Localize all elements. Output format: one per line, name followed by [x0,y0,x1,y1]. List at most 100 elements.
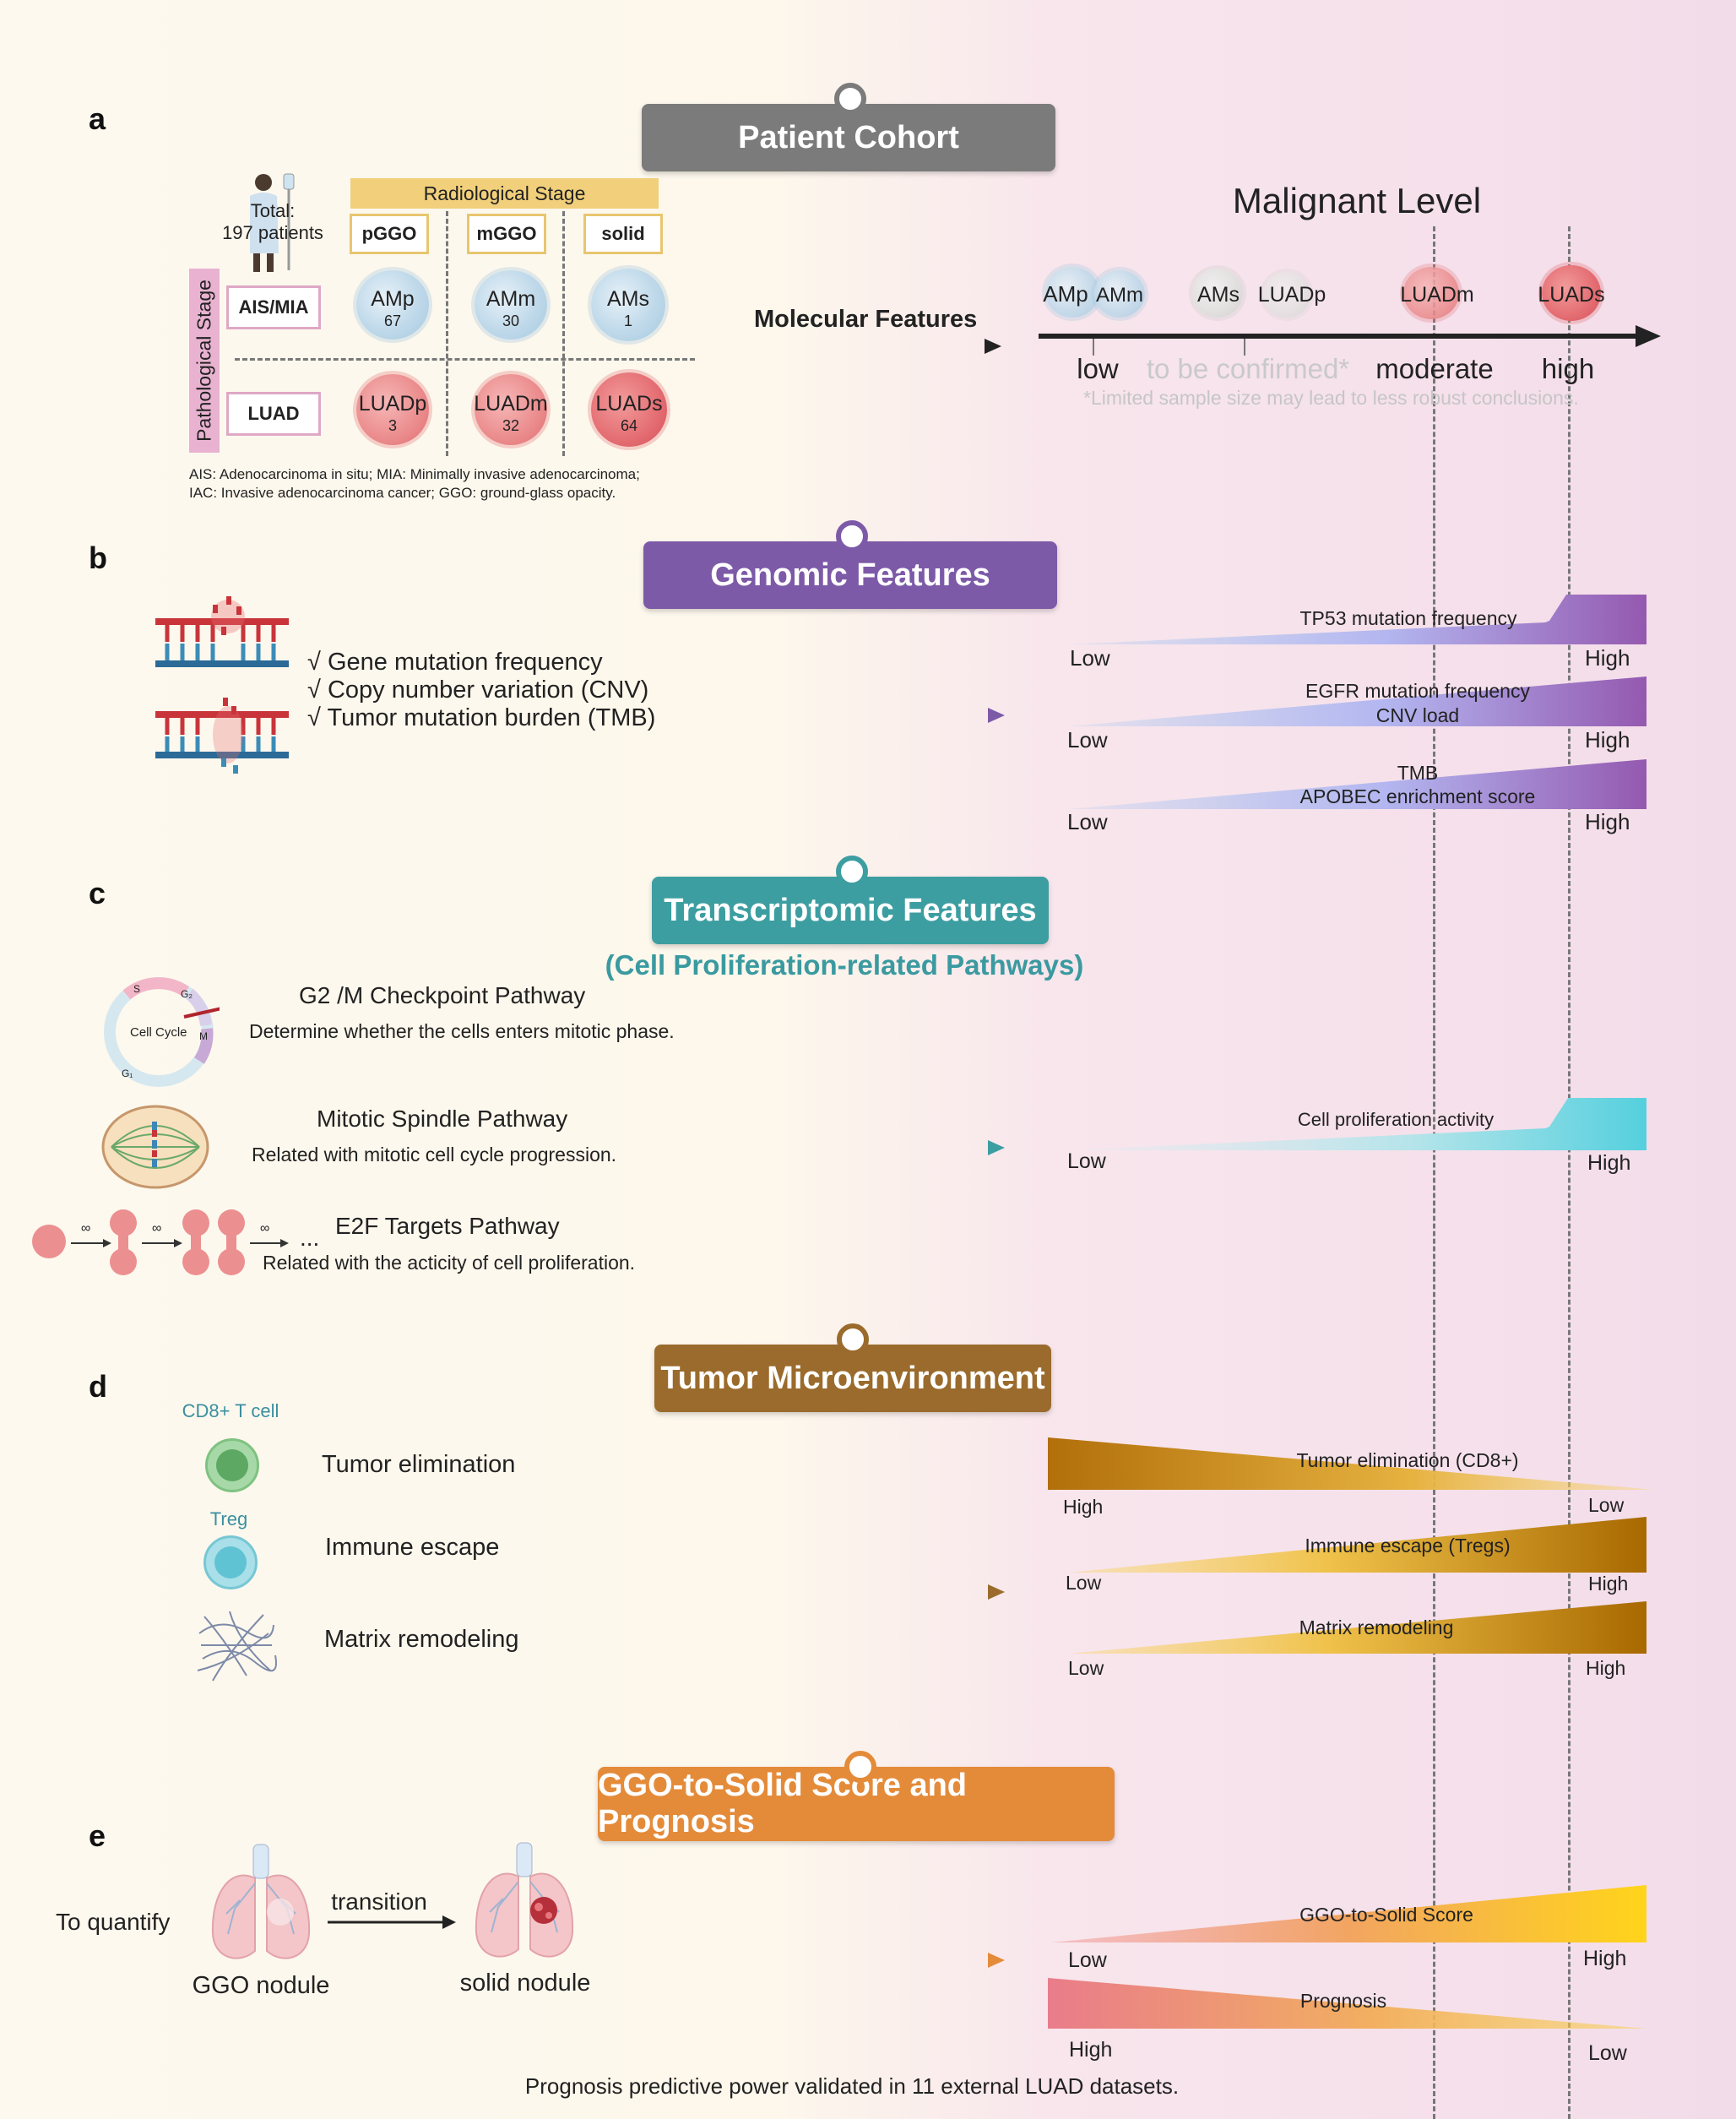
panel-label-b: b [89,541,107,575]
scale-luads-cell [1542,265,1601,321]
spindle-pathway-name: Mitotic Spindle Pathway [317,1106,568,1132]
matrix-fibers-icon [197,1611,277,1682]
tp53-low: Low [1070,645,1110,671]
pathological-stage-label: Pathological Stage [193,280,215,442]
amm-cell [475,270,547,340]
tp53-high: High [1585,645,1630,671]
total-patients: 197 patients [222,222,323,243]
tp53-label: TP53 mutation frequency [1299,607,1517,629]
matrix-remodeling-label: Matrix remodeling [1299,1616,1454,1638]
tumor-elimination-right: Low [1588,1494,1625,1516]
tme-trend-bars [1048,1437,1655,1654]
luads-cell [591,372,667,447]
immune-escape-bar [1068,1517,1646,1573]
scale-ams: AMs [1197,283,1240,307]
tmb-low: Low [1067,809,1108,834]
grid-divider-horizontal [235,358,695,361]
molecular-features-arrow [701,339,1001,354]
tmb-high: High [1585,809,1630,834]
proliferation-label: Cell proliferation activity [1297,1109,1495,1130]
amp-label: AMp [371,287,415,311]
genomic-item-2: √ Copy number variation (CNV) [307,676,649,704]
malignant-level-axis [1039,325,1661,347]
matrix-remodeling-left: Low [1068,1657,1104,1679]
luadp-count: 3 [388,417,398,434]
egfr-high: High [1585,727,1630,753]
scale-amm-cell [1094,270,1145,318]
luads-label: LUADs [595,392,663,416]
tp53-bar [1068,595,1646,644]
column-solid: solid [583,214,663,254]
validation-footnote: Prognosis predictive power validated in … [524,2073,1180,2099]
transcriptomic-features-title: Transcriptomic Features [664,892,1037,928]
loop-symbol-1: ∞ [81,1221,91,1236]
patient-icon [250,173,295,272]
genomic-features-title: Genomic Features [710,557,990,593]
cell-division-chain-icon [32,1209,289,1275]
tumor-elimination-text: Tumor elimination [322,1451,516,1478]
tmb-label: TMB [1397,762,1439,784]
amp-count: 67 [383,312,402,329]
transcriptomic-features-banner: Transcriptomic Features [652,877,1049,944]
level-low: low [1077,353,1119,384]
scale-luadm: LUADm [1400,283,1474,307]
prognosis-high: High [1069,2038,1113,2062]
tumor-elimination-label: Tumor elimination (CD8+) [1296,1449,1519,1471]
matrix-remodeling-bar [1068,1601,1646,1654]
level-moderate: moderate [1375,353,1494,384]
tme-arrow [692,1584,1005,1600]
cell-cycle-label: Cell Cycle [130,1025,187,1040]
to-quantify-text: To quantify [56,1909,171,1935]
genomic-features-banner: Genomic Features [643,541,1057,609]
egfr-cnv-bar [1068,676,1646,726]
luadm-label: LUADm [474,392,548,416]
e2f-pathway-desc: Related with the acticity of cell prolif… [263,1252,636,1274]
ams-label: AMs [607,287,649,311]
ams-count: 1 [623,312,633,329]
row-ais-mia: AIS/MIA [226,285,321,329]
ggo-to-solid-title: GGO-to-Solid Score and Prognosis [598,1768,968,1839]
tumor-microenvironment-title: Tumor Microenvironment [660,1360,1045,1396]
genomic-trend-bars [1068,595,1646,809]
ggo-nodule-label: GGO nodule [192,1972,330,1999]
scale-ams-cell [1192,269,1243,318]
ggo-score-high: High [1583,1947,1627,1970]
level-to-be-confirmed: to be confirmed* [1146,353,1350,384]
cell-cycle-icon [104,977,220,1087]
scale-luadp: LUADp [1257,283,1326,307]
tick-low [1093,339,1094,356]
matrix-remodeling-right: High [1586,1657,1626,1679]
ggo-score-label: GGO-to-Solid Score [1299,1904,1473,1926]
cd8-cell-icon [205,1438,259,1492]
spindle-pathway-desc: Related with mitotic cell cycle progress… [252,1144,617,1165]
level-high: high [1541,353,1595,384]
prognosis-label: Prognosis [1299,1990,1387,2012]
cnv-load-label: CNV load [1375,704,1460,726]
malignant-level-title: Malignant Level [1232,181,1482,220]
immune-escape-left: Low [1066,1572,1102,1594]
banner-knob [844,1751,876,1783]
phase-m: M [199,1030,208,1042]
transition-label: transition [331,1888,427,1915]
abbreviation-note-2: IAC: Invasive adenocarcinoma cancer; GGO… [189,485,616,501]
grid-divider-1 [446,211,448,456]
scale-amp: AMp [1043,281,1088,307]
egfr-label: EGFR mutation frequency [1305,680,1530,702]
dna-mutation-icon [155,596,289,774]
transition-arrow [328,1915,456,1929]
pathological-stage-bar [189,269,220,453]
phase-g2: G₂ [181,988,193,1000]
column-pggo: pGGO [350,214,429,254]
grid-divider-2 [562,211,565,456]
genomic-arrow [692,708,1005,723]
prognosis-low: Low [1588,2041,1627,2065]
loop-symbol-3: ∞ [260,1221,270,1236]
ggo-to-solid-score-bar [1051,1885,1646,1942]
tumor-elimination-bar [1048,1437,1655,1490]
e2f-pathway-name: E2F Targets Pathway [335,1213,560,1239]
radiological-stage-label: Radiological Stage [423,182,586,204]
matrix-remodeling-text: Matrix remodeling [324,1626,519,1653]
banner-knob [837,1323,869,1356]
phase-g1: G₁ [122,1068,133,1079]
amp-cell [356,270,429,340]
